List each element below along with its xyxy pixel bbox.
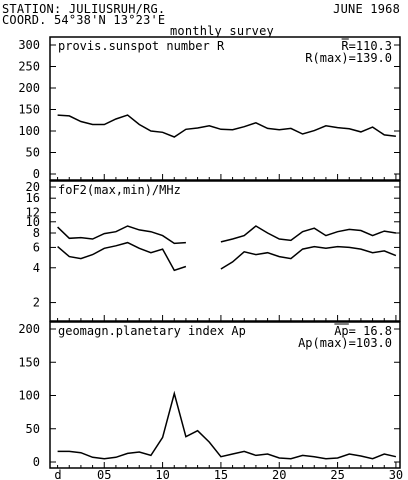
y-tick-label: 150 <box>18 103 40 117</box>
y-tick-label: 0 <box>33 455 40 469</box>
x-tick-label: 05 <box>97 468 111 480</box>
panel-stat-max: R(max)=139.0 <box>305 51 392 65</box>
x-tick-label: 25 <box>330 468 344 480</box>
y-tick-label: 6 <box>33 240 40 254</box>
panel-frame <box>49 180 401 322</box>
coord-label: COORD. 54°38'N 13°23'E <box>2 13 166 27</box>
series-line-min <box>220 245 397 270</box>
panel-3: 0 50 100 150 200 geomagn.planetary index Ap Ap… <box>18 321 401 469</box>
x-tick-label: 15 <box>214 468 228 480</box>
y-tick-label: 2 <box>33 296 40 310</box>
y-tick-label: 100 <box>18 124 40 138</box>
y-tick-label: 4 <box>33 261 40 275</box>
date-label: JUNE 1968 <box>333 2 400 16</box>
series-line-max <box>57 225 186 245</box>
panel-frame <box>49 36 401 181</box>
y-tick-label: 200 <box>18 81 40 95</box>
y-tick-label: 8 <box>33 226 40 240</box>
y-tick-label: 150 <box>18 355 40 369</box>
y-tick-label: 12 <box>26 206 40 220</box>
panel-stat-mean: R=110.3 <box>341 39 392 53</box>
y-tick-label: 10 <box>26 215 40 229</box>
panel-title: geomagn.planetary index Ap <box>58 324 246 338</box>
survey-label: monthly survey <box>170 24 274 38</box>
panel-1: 0 50 100 150 200 250 300 provis.sunspot number … <box>18 36 401 181</box>
panel-stat-max: Ap(max)=103.0 <box>298 336 392 350</box>
x-tick-label: d <box>54 468 61 480</box>
y-tick-label: 50 <box>26 422 40 436</box>
panel-title: provis.sunspot number R <box>58 39 225 53</box>
y-tick-label: 50 <box>26 146 40 160</box>
series-line-1 <box>57 390 397 460</box>
series-line-min <box>57 241 187 272</box>
y-tick-label: 20 <box>26 180 40 194</box>
x-tick-label: 30 <box>389 468 403 480</box>
x-tick-label: 10 <box>155 468 169 480</box>
x-tick-label: 20 <box>272 468 286 480</box>
station-label: STATION: JULIUSRUH/RG. <box>2 2 166 16</box>
panel-title: foF2(max,min)/MHz <box>58 183 181 197</box>
y-tick-label: 100 <box>18 389 40 403</box>
y-tick-label: 16 <box>26 191 40 205</box>
y-tick-label: 250 <box>18 60 40 74</box>
series-line-max <box>220 225 397 243</box>
series-line-1 <box>57 114 396 138</box>
y-tick-label: 0 <box>33 167 40 181</box>
y-tick-label: 300 <box>18 38 40 52</box>
y-tick-label: 200 <box>18 322 40 336</box>
panel-stat-mean: Ap= 16.8 <box>334 324 392 338</box>
